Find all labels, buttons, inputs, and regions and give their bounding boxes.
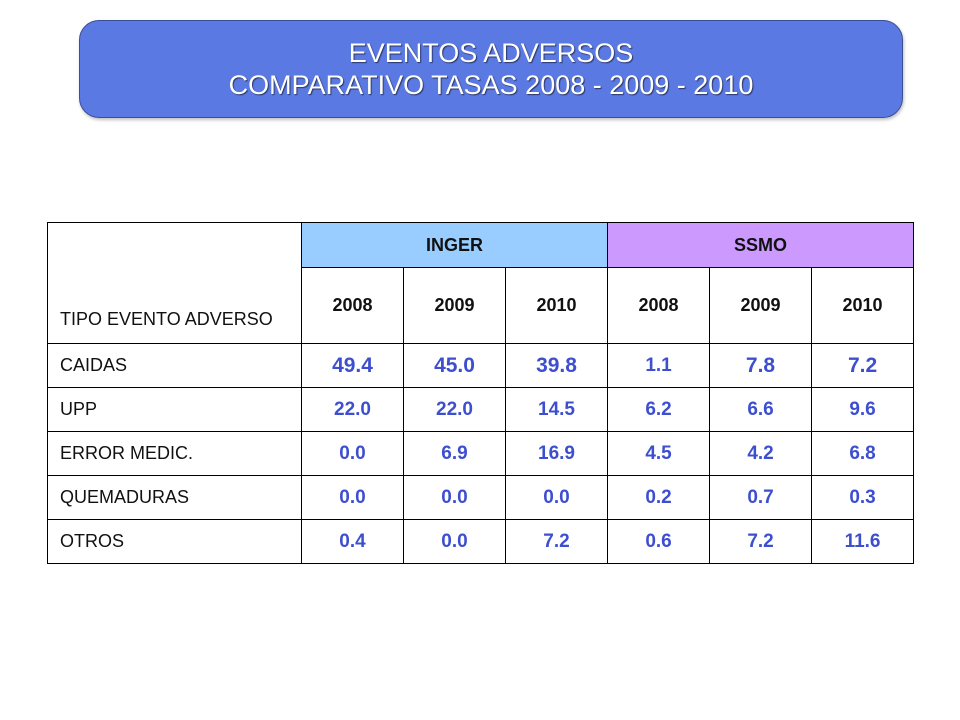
value-cell: 0.0 [301, 431, 404, 476]
value-cell: 4.2 [709, 431, 813, 476]
value-cell: 22.0 [301, 387, 404, 432]
group-header-ssmo: SSMO [607, 222, 915, 268]
row-label: QUEMADURAS [47, 475, 302, 520]
row-label: UPP [47, 387, 302, 432]
group-header-row: TIPO EVENTO ADVERSO INGER SSMO [47, 222, 915, 344]
value-cell: 0.3 [811, 475, 915, 520]
value-cell: 49.4 [301, 343, 404, 388]
value-cell: 45.0 [403, 343, 506, 388]
value-cell: 6.8 [811, 431, 915, 476]
year-header-ssmo-2009: 2009 [709, 267, 813, 344]
value-cell: 1.1 [607, 343, 711, 388]
table-row: CAIDAS 49.4 45.0 39.8 1.1 7.8 7.2 [47, 343, 915, 388]
year-header-row: 2008 2009 2010 2008 2009 2010 [48, 267, 915, 344]
group-header-inger: INGER [300, 222, 609, 268]
value-cell: 4.5 [607, 431, 711, 476]
year-header-inger-2009: 2009 [403, 267, 506, 344]
value-cell: 6.2 [607, 387, 711, 432]
value-cell: 0.0 [403, 475, 506, 520]
value-cell: 0.7 [709, 475, 813, 520]
value-cell: 0.6 [607, 519, 711, 564]
value-cell: 22.0 [403, 387, 506, 432]
value-cell: 6.9 [403, 431, 506, 476]
table-row: UPP 22.0 22.0 14.5 6.2 6.6 9.6 [47, 387, 915, 432]
row-label: CAIDAS [47, 343, 302, 388]
value-cell: 14.5 [504, 387, 609, 432]
value-cell: 39.8 [504, 343, 609, 388]
year-header-inger-2008: 2008 [301, 267, 404, 344]
year-header-inger-2010: 2010 [504, 267, 609, 344]
table-row: OTROS 0.4 0.0 7.2 0.6 7.2 11.6 [47, 519, 915, 564]
row-header-label: TIPO EVENTO ADVERSO [47, 222, 302, 344]
table-row: QUEMADURAS 0.0 0.0 0.0 0.2 0.7 0.3 [47, 475, 915, 520]
value-cell: 11.6 [811, 519, 915, 564]
row-label: OTROS [47, 519, 302, 564]
title-line-1: EVENTOS ADVERSOS [348, 38, 634, 68]
value-cell: 16.9 [504, 431, 609, 476]
year-header-ssmo-2010: 2010 [811, 267, 915, 344]
row-label: ERROR MEDIC. [47, 431, 302, 476]
value-cell: 7.2 [811, 343, 915, 388]
table-row: ERROR MEDIC. 0.0 6.9 16.9 4.5 4.2 6.8 [47, 431, 915, 476]
value-cell: 0.0 [403, 519, 506, 564]
value-cell: 0.2 [607, 475, 711, 520]
value-cell: 0.0 [504, 475, 609, 520]
value-cell: 9.6 [811, 387, 915, 432]
adverse-events-table: TIPO EVENTO ADVERSO INGER SSMO 2008 2009… [47, 222, 915, 564]
value-cell: 0.4 [301, 519, 404, 564]
title-line-2: COMPARATIVO TASAS 2008 - 2009 - 2010 [228, 70, 754, 100]
value-cell: 7.2 [709, 519, 813, 564]
year-header-ssmo-2008: 2008 [607, 267, 711, 344]
value-cell: 0.0 [301, 475, 404, 520]
value-cell: 7.2 [504, 519, 609, 564]
value-cell: 6.6 [709, 387, 813, 432]
title-banner: EVENTOS ADVERSOS COMPARATIVO TASAS 2008 … [79, 20, 903, 118]
value-cell: 7.8 [709, 343, 813, 388]
